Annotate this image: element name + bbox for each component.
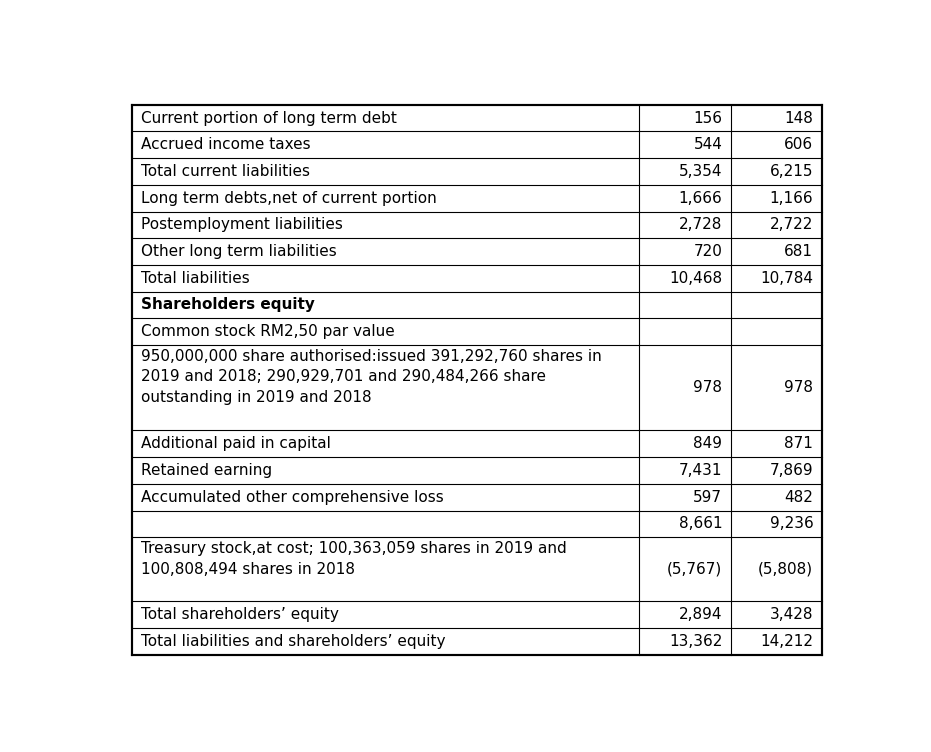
- Text: 6,215: 6,215: [770, 164, 814, 179]
- Text: Shareholders equity: Shareholders equity: [141, 298, 315, 313]
- Text: 148: 148: [785, 111, 814, 126]
- Text: (5,808): (5,808): [758, 562, 814, 577]
- Text: Additional paid in capital: Additional paid in capital: [141, 436, 331, 451]
- Text: Accumulated other comprehensive loss: Accumulated other comprehensive loss: [141, 490, 444, 505]
- Text: 5,354: 5,354: [679, 164, 722, 179]
- Text: 482: 482: [785, 490, 814, 505]
- Text: 849: 849: [694, 436, 722, 451]
- Text: Retained earning: Retained earning: [141, 463, 272, 478]
- Text: 720: 720: [694, 244, 722, 259]
- Text: 10,468: 10,468: [669, 271, 722, 286]
- Text: 950,000,000 share authorised:issued 391,292,760 shares in
2019 and 2018; 290,929: 950,000,000 share authorised:issued 391,…: [141, 349, 601, 405]
- Text: 3,428: 3,428: [770, 608, 814, 622]
- Text: 597: 597: [694, 490, 722, 505]
- Text: 156: 156: [694, 111, 722, 126]
- Text: 8,661: 8,661: [679, 517, 722, 532]
- Text: 13,362: 13,362: [669, 634, 722, 649]
- Text: Long term debts,net of current portion: Long term debts,net of current portion: [141, 191, 437, 206]
- Text: 7,431: 7,431: [679, 463, 722, 478]
- Text: Postemployment liabilities: Postemployment liabilities: [141, 217, 343, 232]
- Text: Total liabilities and shareholders’ equity: Total liabilities and shareholders’ equi…: [141, 634, 445, 649]
- Text: Total liabilities: Total liabilities: [141, 271, 250, 286]
- Text: 606: 606: [784, 138, 814, 152]
- Text: Accrued income taxes: Accrued income taxes: [141, 138, 311, 152]
- Text: Common stock RM2,50 par value: Common stock RM2,50 par value: [141, 324, 395, 339]
- Text: 1,166: 1,166: [770, 191, 814, 206]
- Text: 10,784: 10,784: [761, 271, 814, 286]
- Text: 14,212: 14,212: [761, 634, 814, 649]
- Text: 978: 978: [694, 381, 722, 396]
- Text: 544: 544: [694, 138, 722, 152]
- Text: Current portion of long term debt: Current portion of long term debt: [141, 111, 397, 126]
- Text: 7,869: 7,869: [770, 463, 814, 478]
- Text: Treasury stock,at cost; 100,363,059 shares in 2019 and
100,808,494 shares in 201: Treasury stock,at cost; 100,363,059 shar…: [141, 541, 567, 577]
- Text: 2,722: 2,722: [770, 217, 814, 232]
- Text: (5,767): (5,767): [668, 562, 722, 577]
- Text: 681: 681: [785, 244, 814, 259]
- Text: 2,728: 2,728: [679, 217, 722, 232]
- Text: 1,666: 1,666: [679, 191, 722, 206]
- Text: Other long term liabilities: Other long term liabilities: [141, 244, 337, 259]
- Text: 2,894: 2,894: [679, 608, 722, 622]
- Text: 978: 978: [785, 381, 814, 396]
- Text: 871: 871: [785, 436, 814, 451]
- Text: Total shareholders’ equity: Total shareholders’ equity: [141, 608, 339, 622]
- Text: 9,236: 9,236: [770, 517, 814, 532]
- Text: Total current liabilities: Total current liabilities: [141, 164, 310, 179]
